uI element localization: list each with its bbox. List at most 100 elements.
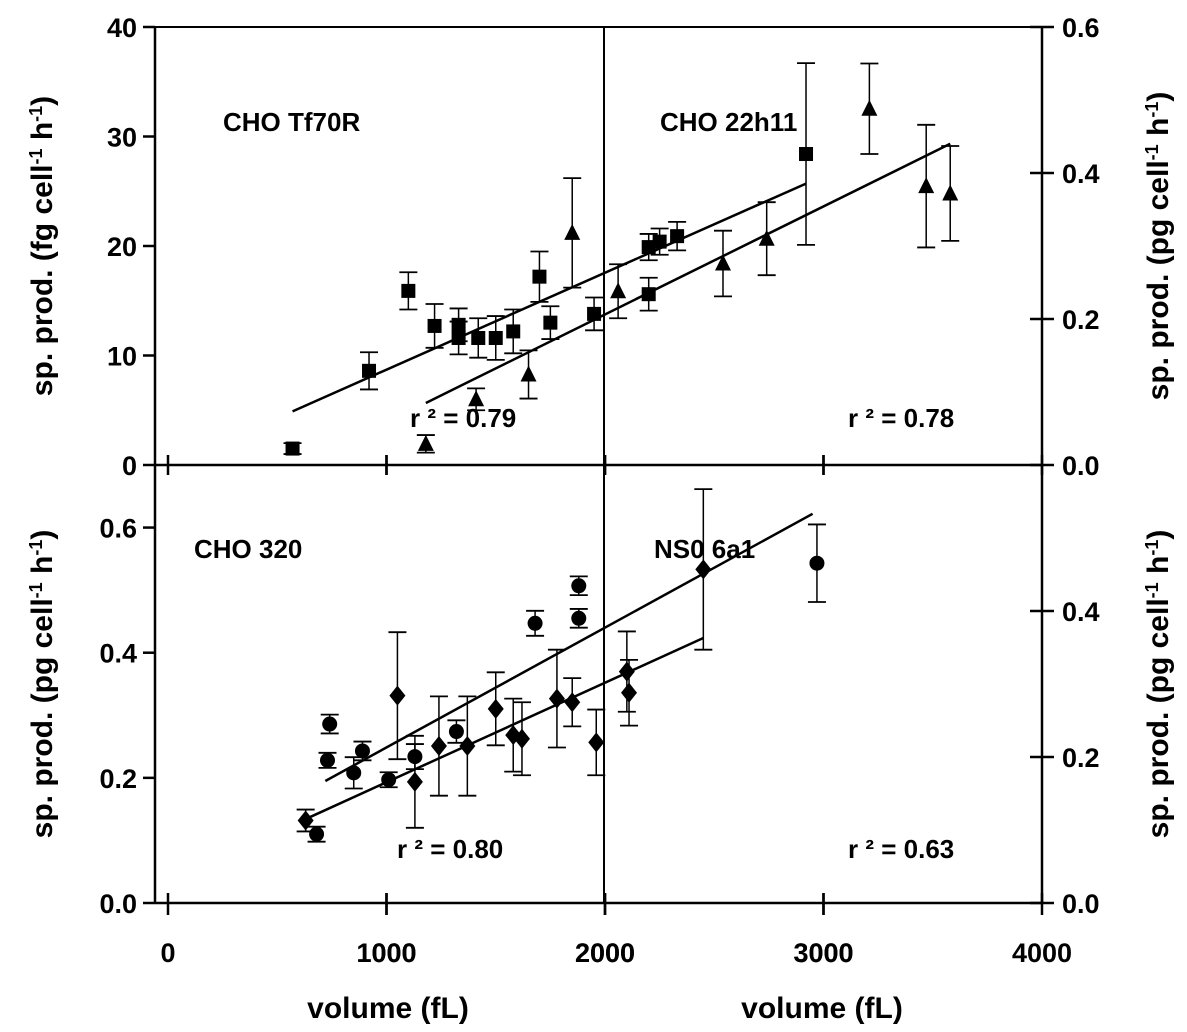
- data-point: [468, 390, 485, 407]
- ylabel-part: ): [26, 530, 59, 540]
- data-point: [758, 229, 775, 246]
- data-point: [320, 752, 336, 768]
- y-tick-label: 0.0: [1062, 889, 1100, 919]
- data-point: [861, 99, 878, 116]
- ylabel-superscript: -1: [26, 106, 46, 122]
- data-point: [389, 685, 406, 706]
- data-point: [543, 315, 558, 330]
- data-point: [548, 688, 565, 709]
- y-tick-label: 0.0: [99, 889, 137, 919]
- data-point: [354, 743, 370, 759]
- data-point: [670, 229, 685, 244]
- data-point: [621, 682, 638, 703]
- ylabel-superscript: -1: [1142, 144, 1162, 160]
- y-tick-label: 0.2: [99, 764, 137, 794]
- y-axis-title: sp. prod. (fg cell-1 h-1): [26, 96, 59, 396]
- data-point: [417, 434, 434, 451]
- r-squared-label: r ² = 0.80: [397, 834, 503, 864]
- data-point: [459, 736, 476, 757]
- data-point: [513, 728, 530, 749]
- y-tick-label: 10: [107, 342, 137, 372]
- data-point: [695, 559, 712, 580]
- data-point: [451, 330, 466, 345]
- data-point: [799, 147, 814, 162]
- fit-line: [292, 182, 807, 413]
- y-tick-label: 30: [107, 123, 137, 153]
- x-axis-title: volume (fL): [307, 992, 469, 1025]
- data-point: [571, 610, 587, 626]
- ylabel-part: h: [1142, 556, 1175, 583]
- data-point: [571, 578, 587, 594]
- ylabel-superscript: -1: [1142, 582, 1162, 598]
- data-point: [406, 771, 423, 792]
- data-point: [309, 826, 325, 842]
- data-point: [527, 615, 543, 631]
- ylabel-superscript: -1: [26, 148, 46, 164]
- panel-top-right: 0.00.20.40.6sp. prod. (pg cell-1 h-1)CHO…: [416, 13, 1175, 481]
- data-point: [714, 254, 731, 271]
- data-point: [942, 184, 959, 201]
- y-tick-label: 0.2: [1062, 305, 1100, 335]
- panel-label: CHO 22h11: [660, 107, 797, 137]
- x-tick-label: 2000: [575, 938, 635, 968]
- y-tick-label: 0.4: [1062, 597, 1100, 627]
- data-point: [618, 661, 635, 682]
- panel-label: CHO 320: [194, 534, 302, 564]
- panel-bottom-left: 0.0 0.2 0.4 0.6 0 1000 2000 3000 volume (fL) sp. …: [26, 455, 854, 1025]
- y-tick-label: 0.0: [1062, 451, 1100, 481]
- y-axis-title: sp. prod. (pg cell-1 h-1): [1142, 530, 1175, 839]
- data-point: [346, 765, 362, 781]
- data-point: [506, 324, 521, 339]
- r-squared-label: r ² = 0.79: [410, 403, 516, 433]
- ylabel-superscript: -1: [26, 540, 46, 556]
- ylabel-superscript: -1: [1142, 102, 1162, 118]
- y-tick-label: 0.6: [1062, 13, 1100, 43]
- ylabel-part: h: [26, 122, 59, 149]
- ylabel-part: ): [1142, 92, 1175, 102]
- data-point: [471, 330, 486, 345]
- data-point: [297, 810, 314, 831]
- x-tick-label: 3000: [793, 938, 853, 968]
- y-tick-label: 0.4: [99, 639, 137, 669]
- data-point: [427, 318, 442, 333]
- data-point: [588, 732, 605, 753]
- panel-label: CHO Tf70R: [223, 107, 360, 137]
- data-point: [564, 223, 581, 240]
- data-point: [918, 177, 935, 194]
- data-point: [285, 441, 300, 456]
- ylabel-part: sp. prod. (pg cell: [1142, 598, 1175, 838]
- x-tick-label: 0: [160, 938, 175, 968]
- ylabel-part: ): [1142, 530, 1175, 540]
- data-point: [448, 724, 464, 740]
- data-point: [488, 330, 503, 345]
- data-point: [610, 282, 627, 299]
- ylabel-superscript: -1: [1142, 540, 1162, 556]
- y-tick-label: 0.6: [99, 514, 137, 544]
- data-point: [564, 692, 581, 713]
- data-point: [362, 363, 377, 378]
- r-squared-label: r ² = 0.63: [848, 834, 954, 864]
- y-axis-title: sp. prod. (pg cell-1 h-1): [1142, 92, 1175, 401]
- x-axis-title: volume (fL): [741, 992, 903, 1025]
- data-point: [641, 240, 656, 255]
- x-tick-label: 4000: [1012, 938, 1072, 968]
- panel-label: NS0 6a1: [654, 534, 755, 564]
- x-tick-label: 1000: [356, 938, 416, 968]
- fit-line: [425, 142, 951, 405]
- data-point: [652, 234, 667, 249]
- y-tick-label: 0: [122, 451, 137, 481]
- ylabel-superscript: -1: [26, 582, 46, 598]
- data-point: [322, 716, 338, 732]
- y-tick-label: 0.4: [1062, 159, 1100, 189]
- x-tick-label: 1000: [356, 938, 416, 968]
- x-tick-label: 2000: [575, 938, 635, 968]
- ylabel-part: h: [1142, 118, 1175, 145]
- y-tick-label: 0.2: [1062, 743, 1100, 773]
- data-point: [809, 555, 825, 571]
- fit-line: [305, 636, 704, 821]
- data-point: [520, 365, 537, 382]
- ylabel-part: sp. prod. (pg cell: [1142, 160, 1175, 400]
